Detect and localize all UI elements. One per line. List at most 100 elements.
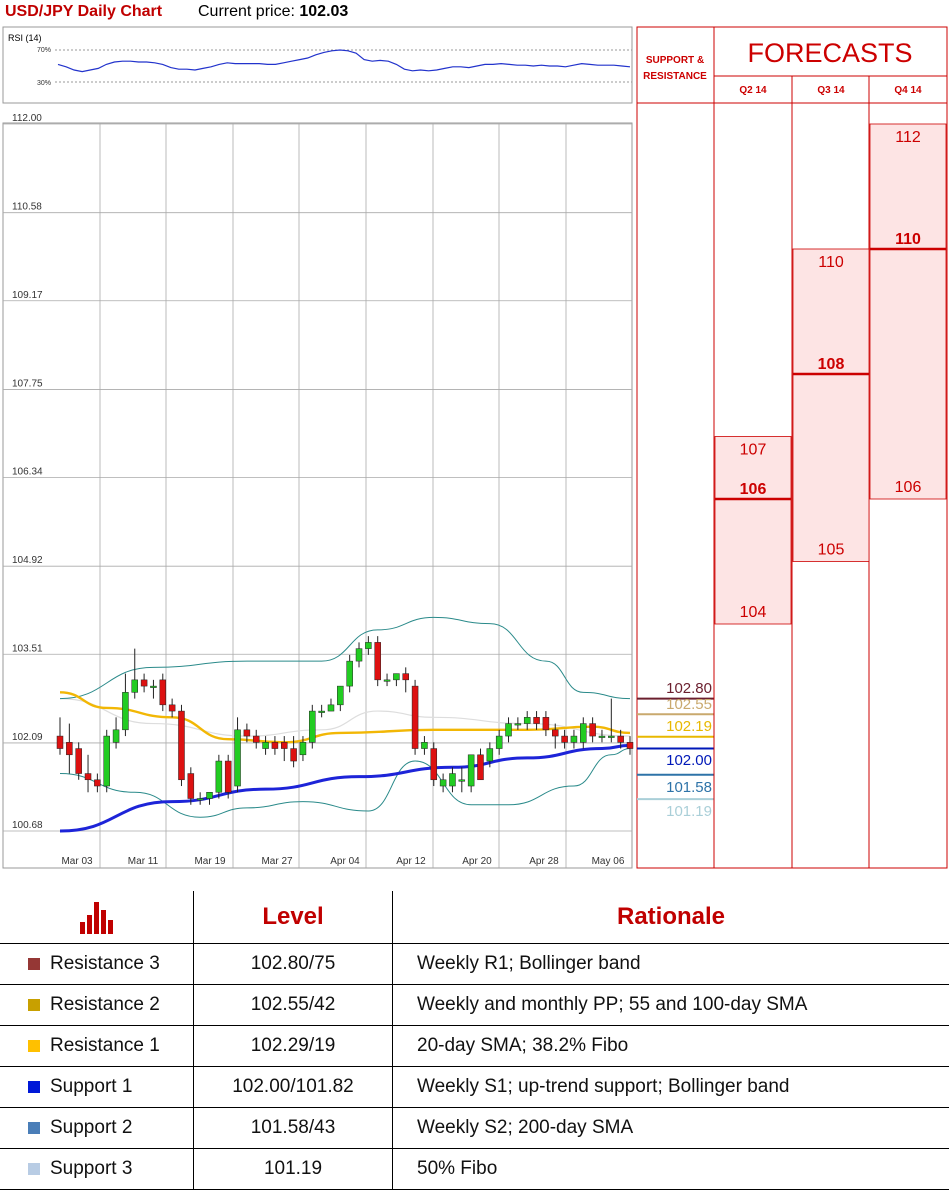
candle: [290, 736, 297, 768]
rsi-70-label: 70%: [37, 47, 51, 54]
candle-body: [458, 779, 466, 782]
candle: [430, 742, 438, 787]
sr-frame: [636, 26, 715, 869]
forecast-high: 107: [740, 442, 767, 459]
price-panel: 112.00 110.58 109.17 107.75 106.34 104.92 103.…: [2, 113, 634, 869]
candle: [449, 767, 456, 793]
bar-chart-icon: [79, 902, 113, 934]
candle: [495, 729, 503, 755]
candle-body: [365, 642, 372, 649]
rsi-panel: RSI (14) 70% 30%: [2, 26, 633, 104]
candle-body: [402, 673, 409, 681]
table-row: Support 3 101.19 50% Fibo: [0, 1148, 949, 1190]
x-tick-label: Mar 19: [194, 856, 226, 867]
candle: [168, 698, 176, 718]
candle-body: [561, 735, 568, 743]
col-rationale-header: Rationale: [392, 891, 949, 944]
y-tick-label: 100.68: [12, 820, 43, 831]
candle-body: [94, 779, 101, 787]
candle: [281, 736, 288, 762]
row-level: 101.58/43: [193, 1107, 393, 1149]
swatch-resistance-3: [28, 957, 40, 970]
row-level: 102.00/101.82: [193, 1066, 393, 1108]
x-tick-label: Apr 04: [330, 856, 360, 867]
candle: [411, 679, 419, 755]
sr-header-line2: RESISTANCE: [643, 71, 707, 82]
x-tick-label: Apr 28: [529, 856, 559, 867]
candle: [271, 736, 279, 755]
swatch-support-3: [28, 1162, 40, 1175]
sr-level-label: 101.19: [666, 803, 712, 820]
candle-body: [309, 710, 316, 743]
candle: [355, 642, 363, 668]
sr-level-label: 101.58: [666, 779, 712, 796]
candle-body: [122, 692, 129, 731]
forecast-quarter: Q3 14: [817, 85, 845, 96]
candle: [486, 742, 494, 768]
y-tick-label: 106.34: [12, 467, 43, 478]
candle: [514, 717, 522, 730]
rsi-line: [57, 49, 631, 73]
candle: [56, 717, 64, 755]
x-tick-label: Mar 27: [261, 856, 293, 867]
row-level: 101.19: [193, 1148, 393, 1190]
candle: [75, 742, 82, 780]
candle-body: [421, 742, 428, 749]
candle: [206, 792, 213, 805]
candle-body: [262, 742, 269, 749]
candle-body: [430, 748, 438, 781]
candle-body: [533, 717, 540, 724]
y-tick-label: 103.51: [12, 643, 43, 654]
row-rationale: Weekly R1; Bollinger band: [392, 943, 949, 985]
y-tick-label: 110.58: [12, 202, 42, 213]
candle-body: [271, 742, 279, 749]
forecast-low: 106: [895, 479, 922, 496]
candle-body: [150, 685, 157, 688]
candle: [94, 773, 101, 793]
y-tick-label: 102.09: [12, 732, 43, 743]
swatch-support-1: [28, 1080, 40, 1093]
candle: [421, 736, 428, 755]
row-name: Resistance 3: [50, 953, 160, 974]
row-rationale: Weekly and monthly PP; 55 and 100-day SM…: [392, 984, 949, 1026]
candle-body: [393, 673, 400, 681]
forecast-range-box: [714, 436, 792, 625]
candle-body: [196, 798, 204, 801]
row-rationale: Weekly S1; up-trend support; Bollinger b…: [392, 1066, 949, 1108]
candle-body: [215, 760, 223, 793]
candle: [346, 654, 353, 693]
candle: [561, 729, 568, 749]
candle-body: [243, 729, 251, 737]
y-tick-label: 107.75: [12, 378, 43, 389]
row-name: Support 1: [50, 1076, 133, 1097]
candle-body: [206, 792, 213, 799]
candle-body: [131, 679, 139, 693]
forecasts-panel: FORECASTS Q2 14 107 106 104 Q3 14 110 108 105 Q4…: [713, 26, 948, 869]
price-value: 102.03: [299, 3, 349, 20]
rsi-label: RSI (14): [8, 33, 42, 43]
candle: [196, 792, 204, 805]
candle: [458, 767, 466, 793]
candle: [66, 723, 73, 774]
candle-body: [467, 754, 475, 787]
candle: [84, 754, 92, 793]
row-name: Resistance 2: [50, 994, 160, 1015]
candle: [178, 704, 185, 787]
candle-body: [514, 723, 522, 726]
candle-body: [234, 729, 241, 787]
candle-body: [551, 729, 559, 737]
candle-body: [112, 729, 120, 743]
table-header: Level Rationale: [0, 891, 949, 944]
sma-blue-line: [59, 743, 631, 833]
row-rationale: 20-day SMA; 38.2% Fibo: [392, 1025, 949, 1067]
row-name: Support 2: [50, 1117, 133, 1138]
candle: [327, 698, 335, 712]
bollinger-upper-line: [59, 616, 631, 700]
candle-body: [505, 723, 512, 737]
candle-body: [318, 710, 325, 713]
forecast-range-box: [869, 123, 947, 500]
forecasts-title: FORECASTS: [747, 38, 912, 68]
candle-body: [355, 648, 363, 662]
forecast-mid: 108: [818, 356, 845, 373]
rsi-30-label: 30%: [37, 80, 51, 87]
